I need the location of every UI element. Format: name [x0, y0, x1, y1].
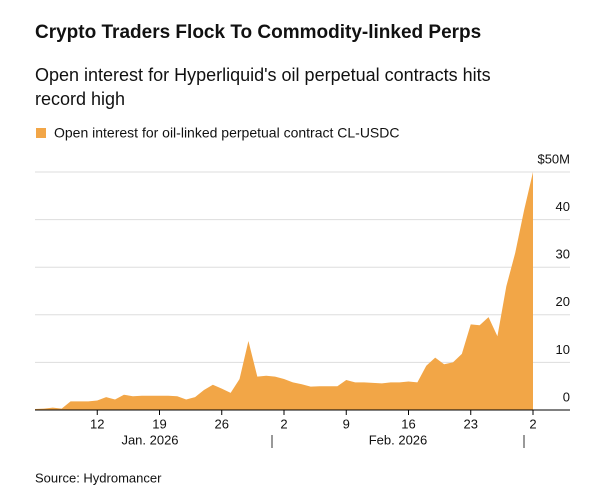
y-tick-label: 20: [556, 294, 570, 309]
x-tick-label: 23: [464, 416, 478, 431]
source: Source: Hydromancer: [35, 470, 162, 485]
legend-label: Open interest for oil-linked perpetual c…: [54, 125, 400, 141]
y-tick-label: 40: [556, 199, 570, 214]
month-label: Feb. 2026: [369, 432, 428, 447]
x-tick-label: 16: [401, 416, 415, 431]
y-tick-label: 10: [556, 342, 570, 357]
y-tick-label: $50M: [537, 151, 570, 166]
y-tick-label: 30: [556, 247, 570, 262]
legend-swatch: [36, 128, 46, 138]
subtitle: Open interest for Hyperliquid's oil perp…: [35, 65, 491, 85]
chart-title: Crypto Traders Flock To Commodity-linked…: [35, 22, 481, 43]
x-tick-label: 26: [215, 416, 229, 431]
x-tick-label: 12: [90, 416, 104, 431]
area: [35, 172, 533, 410]
month-label: Jan. 2026: [121, 432, 178, 447]
x-tick-label: 2: [529, 416, 536, 431]
y-tick-label: 0: [563, 389, 570, 404]
x-tick-label: 9: [343, 416, 350, 431]
subtitle: record high: [35, 89, 125, 109]
x-tick-label: 19: [152, 416, 166, 431]
x-tick-label: 2: [280, 416, 287, 431]
